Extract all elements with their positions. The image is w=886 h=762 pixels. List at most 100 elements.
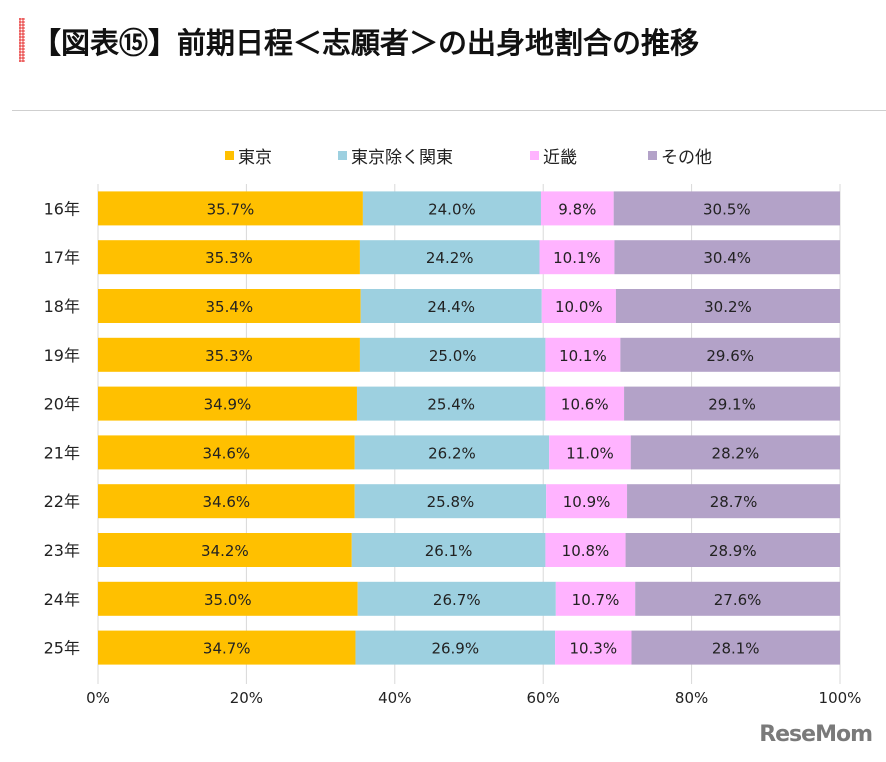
x-tick-label: 80% (675, 689, 708, 707)
bar-segment (545, 386, 625, 421)
legend-swatch-kanto (338, 151, 347, 160)
bar-segment (98, 484, 355, 519)
bar-segment (354, 484, 547, 519)
data-label: 10.8% (562, 542, 610, 560)
data-label: 24.2% (426, 249, 474, 267)
bar-segment (98, 386, 357, 421)
data-label: 26.9% (431, 640, 479, 658)
category-label: 20年 (44, 395, 80, 414)
legend-label-other: その他 (661, 148, 712, 168)
bar-segment (545, 337, 621, 372)
category-label: 25年 (44, 639, 80, 658)
bar-segment (98, 630, 356, 665)
x-tick-label: 20% (230, 689, 263, 707)
data-label: 35.0% (204, 591, 252, 609)
bar-segment (362, 191, 541, 226)
bar-segment (98, 435, 355, 470)
category-label: 23年 (44, 541, 80, 560)
legend-item-other: その他 (648, 143, 712, 168)
legend-label-kinki: 近畿 (543, 148, 577, 168)
bar-segment (539, 240, 615, 275)
x-tick-label: 40% (378, 689, 411, 707)
bar-segment (620, 337, 840, 372)
data-label: 26.7% (433, 591, 481, 609)
bar-segment (359, 240, 540, 275)
data-label: 35.4% (206, 298, 254, 316)
bar-segment (624, 386, 840, 421)
data-label: 9.8% (558, 200, 596, 218)
title-divider (12, 110, 886, 111)
bar-segment (355, 630, 556, 665)
data-label: 28.2% (712, 444, 760, 462)
data-label: 26.2% (428, 444, 476, 462)
chart-title: 【図表⑮】前期日程＜志願者＞の出身地割合の推移 (32, 26, 700, 60)
data-label: 35.7% (207, 200, 255, 218)
bar-segment (541, 289, 616, 323)
bar-segment (540, 191, 614, 226)
legend-swatch-tokyo (225, 151, 234, 160)
bar-segment (625, 533, 840, 567)
data-label: 28.9% (709, 542, 757, 560)
data-label: 25.8% (427, 493, 475, 511)
legend-item-tokyo: 東京 (225, 143, 272, 168)
data-label: 10.7% (572, 591, 620, 609)
data-label: 10.6% (561, 396, 609, 414)
data-label: 34.7% (203, 640, 251, 658)
category-label: 19年 (44, 346, 80, 365)
data-label: 25.0% (429, 347, 477, 365)
data-label: 24.0% (428, 200, 476, 218)
data-label: 11.0% (566, 444, 614, 462)
bar-segment (357, 581, 556, 616)
bar-segment (635, 581, 840, 616)
data-label: 28.1% (712, 640, 760, 658)
bar-segment (98, 581, 358, 616)
legend-item-kanto: 東京除く関東 (338, 143, 453, 168)
bar-segment (555, 630, 632, 665)
x-tick-label: 0% (86, 689, 110, 707)
category-label: 22年 (44, 492, 80, 511)
data-label: 10.1% (559, 347, 607, 365)
bar-segment (546, 484, 628, 519)
data-label: 28.7% (710, 493, 758, 511)
bar-segment (627, 484, 840, 519)
bar-segment (613, 191, 840, 226)
bar-segment (356, 386, 546, 421)
legend: 東京 東京除く関東 近畿 その他 (0, 143, 886, 169)
category-label: 17年 (44, 248, 80, 267)
data-label: 35.3% (205, 347, 253, 365)
data-label: 10.0% (555, 298, 603, 316)
data-label: 35.3% (205, 249, 253, 267)
x-tick-label: 100% (819, 689, 862, 707)
resemom-logo: ReseMom (759, 722, 873, 747)
data-label: 25.4% (427, 396, 475, 414)
data-label: 10.9% (563, 493, 611, 511)
data-label: 10.3% (569, 640, 617, 658)
legend-label-kanto: 東京除く関東 (351, 148, 453, 168)
data-label: 34.9% (204, 396, 252, 414)
data-label: 27.6% (714, 591, 762, 609)
bar-segment (549, 435, 631, 470)
data-label: 26.1% (425, 542, 473, 560)
legend-swatch-other (648, 151, 657, 160)
category-label: 21年 (44, 443, 80, 462)
legend-swatch-kinki (530, 151, 539, 160)
legend-label-tokyo: 東京 (238, 148, 272, 168)
bar-segment (360, 289, 542, 323)
bar-segment (545, 533, 626, 567)
data-label: 10.1% (553, 249, 601, 267)
legend-item-kinki: 近畿 (530, 143, 577, 168)
bar-segment (98, 289, 361, 323)
bar-segment (354, 435, 550, 470)
bar-segment (630, 435, 840, 470)
bar-segment (98, 191, 363, 226)
bar-segment (614, 240, 840, 275)
data-label: 30.2% (704, 298, 752, 316)
x-tick-label: 60% (527, 689, 560, 707)
bar-segment (98, 337, 360, 372)
category-label: 24年 (44, 590, 80, 609)
data-label: 24.4% (427, 298, 475, 316)
bar-segment (351, 533, 546, 567)
data-label: 30.4% (703, 249, 751, 267)
bar-segment (555, 581, 636, 616)
data-label: 34.2% (201, 542, 249, 560)
